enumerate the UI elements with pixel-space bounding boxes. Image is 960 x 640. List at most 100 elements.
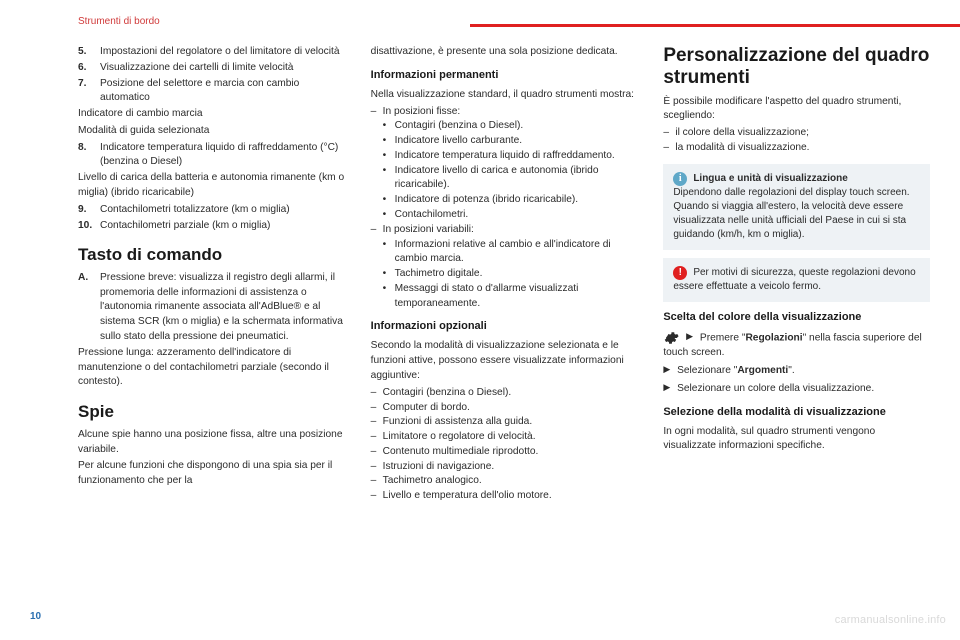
- dash-text: In posizioni fisse:: [383, 105, 638, 120]
- dash-text: Funzioni di assistenza alla guida.: [383, 415, 638, 430]
- step-line: ▶ Selezionare un colore della visualizza…: [663, 381, 930, 397]
- dot-item: •Tachimetro digitale.: [371, 267, 638, 282]
- heading-tasto: Tasto di comando: [78, 245, 345, 265]
- header-red-rule: [470, 24, 960, 27]
- list-item: 8. Indicatore temperatura liquido di raf…: [78, 141, 345, 171]
- dash-text: il colore della visualizzazione;: [675, 126, 930, 141]
- dash-item: –Contenuto multimediale riprodotto.: [371, 445, 638, 460]
- list-text: Posizione del selettore e marcia con cam…: [100, 77, 345, 107]
- dot-item: •Indicatore di potenza (ibrido ricaricab…: [371, 193, 638, 208]
- info-icon: i: [673, 172, 687, 186]
- list-subtext: Pressione lunga: azzeramento dell'indica…: [78, 346, 345, 390]
- body-text: Alcune spie hanno una posizione fissa, a…: [78, 428, 345, 458]
- body-text: disattivazione, è presente una sola posi…: [371, 45, 638, 60]
- list-item: 5. Impostazioni del regolatore o del lim…: [78, 45, 345, 60]
- dash-item: –In posizioni fisse:: [371, 105, 638, 120]
- list-text: Contachilometri parziale (km o miglia): [100, 219, 345, 234]
- dot-item: •Indicatore livello carburante.: [371, 134, 638, 149]
- step-text: Selezionare ": [677, 365, 737, 376]
- triangle-icon: ▶: [663, 363, 670, 376]
- info-box-line: Quando si viaggia all'estero, la velocit…: [673, 201, 906, 240]
- heading-perm: Informazioni permanenti: [371, 68, 638, 84]
- step-bold: Argomenti: [737, 365, 788, 376]
- list-subtext: Modalità di guida selezionata: [78, 124, 345, 139]
- dash-item: –Computer di bordo.: [371, 401, 638, 416]
- list-num: A.: [78, 271, 100, 345]
- dot-item: •Indicatore livello di carica e autonomi…: [371, 164, 638, 194]
- dash-item: –Tachimetro analogico.: [371, 474, 638, 489]
- dash-text: Computer di bordo.: [383, 401, 638, 416]
- dot-text: Indicatore livello di carica e autonomia…: [395, 164, 638, 194]
- list-subtext: Indicatore di cambio marcia: [78, 107, 345, 122]
- step-text: ".: [788, 365, 794, 376]
- list-num: 7.: [78, 77, 100, 107]
- dot-item: •Indicatore temperatura liquido di raffr…: [371, 149, 638, 164]
- heading-pers: Personalizzazione del quadro strumenti: [663, 45, 930, 89]
- dot-text: Tachimetro digitale.: [395, 267, 638, 282]
- dash-item: –Contagiri (benzina o Diesel).: [371, 386, 638, 401]
- heading-spie: Spie: [78, 402, 345, 422]
- dot-text: Indicatore temperatura liquido di raffre…: [395, 149, 638, 164]
- dash-item: –Funzioni di assistenza alla guida.: [371, 415, 638, 430]
- list-item: 7. Posizione del selettore e marcia con …: [78, 77, 345, 107]
- step-text: Selezionare un colore della visualizzazi…: [677, 383, 874, 394]
- dash-text: Contenuto multimediale riprodotto.: [383, 445, 638, 460]
- dash-text: Contagiri (benzina o Diesel).: [383, 386, 638, 401]
- dash-item: –Istruzioni di navigazione.: [371, 460, 638, 475]
- step-line: ▶ Premere "Regolazioni" nella fascia sup…: [663, 330, 930, 361]
- step-line: ▶ Selezionare "Argomenti".: [663, 363, 930, 379]
- list-subtext: Livello di carica della batteria e auton…: [78, 171, 345, 201]
- dot-text: Contagiri (benzina o Diesel).: [395, 119, 638, 134]
- list-text: Visualizzazione dei cartelli di limite v…: [100, 61, 345, 76]
- info-box-language: i Lingua e unità di visualizzazione Dipe…: [663, 164, 930, 250]
- warning-box-safety: ! Per motivi di sicurezza, queste regola…: [663, 258, 930, 302]
- dot-text: Informazioni relative al cambio e all'in…: [395, 238, 638, 268]
- body-text: Per alcune funzioni che dispongono di un…: [78, 459, 345, 489]
- dash-item: –il colore della visualizzazione;: [663, 126, 930, 141]
- list-item: 9. Contachilometri totalizzatore (km o m…: [78, 203, 345, 218]
- list-text: Contachilometri totalizzatore (km o migl…: [100, 203, 345, 218]
- warning-box-text: Per motivi di sicurezza, queste regolazi…: [673, 267, 915, 292]
- body-text: In ogni modalità, sul quadro strumenti v…: [663, 425, 930, 455]
- list-text: Impostazioni del regolatore o del limita…: [100, 45, 345, 60]
- dash-text: Livello e temperatura dell'olio motore.: [383, 489, 638, 504]
- list-num: 9.: [78, 203, 100, 218]
- dash-text: In posizioni variabili:: [383, 223, 638, 238]
- page-number: 10: [30, 611, 41, 622]
- heading-opt: Informazioni opzionali: [371, 319, 638, 335]
- watermark: carmanualsonline.info: [835, 614, 946, 626]
- list-item: 6. Visualizzazione dei cartelli di limit…: [78, 61, 345, 76]
- dash-text: Limitatore o regolatore di velocità.: [383, 430, 638, 445]
- dash-text: Tachimetro analogico.: [383, 474, 638, 489]
- page-header: Strumenti di bordo: [0, 16, 960, 34]
- dot-text: Messaggi di stato o d'allarme visualizza…: [395, 282, 638, 312]
- page-body: 5. Impostazioni del regolatore o del lim…: [78, 45, 930, 610]
- dot-text: Indicatore livello carburante.: [395, 134, 638, 149]
- dash-item: –Livello e temperatura dell'olio motore.: [371, 489, 638, 504]
- step-bold: Regolazioni: [745, 332, 802, 343]
- triangle-icon: ▶: [686, 330, 693, 343]
- dot-item: •Contagiri (benzina o Diesel).: [371, 119, 638, 134]
- dash-text: Istruzioni di navigazione.: [383, 460, 638, 475]
- warning-icon: !: [673, 266, 687, 280]
- triangle-icon: ▶: [663, 381, 670, 394]
- info-box-line: Dipendono dalle regolazioni del display …: [673, 187, 909, 198]
- dot-item: •Contachilometri.: [371, 208, 638, 223]
- body-text: Secondo la modalità di visualizzazione s…: [371, 339, 638, 383]
- dot-text: Contachilometri.: [395, 208, 638, 223]
- step-text: Premere ": [700, 332, 746, 343]
- gear-icon: [663, 330, 679, 346]
- body-text: Nella visualizzazione standard, il quadr…: [371, 88, 638, 103]
- list-text: Indicatore temperatura liquido di raffre…: [100, 141, 345, 171]
- dot-text: Indicatore di potenza (ibrido ricaricabi…: [395, 193, 638, 208]
- list-num: 5.: [78, 45, 100, 60]
- list-item: 10. Contachilometri parziale (km o migli…: [78, 219, 345, 234]
- list-text: Pressione breve: visualizza il registro …: [100, 271, 345, 345]
- header-section-title: Strumenti di bordo: [78, 16, 160, 27]
- heading-mode: Selezione della modalità di visualizzazi…: [663, 405, 930, 421]
- dash-item: –In posizioni variabili:: [371, 223, 638, 238]
- body-text: È possibile modificare l'aspetto del qua…: [663, 95, 930, 125]
- list-num: 6.: [78, 61, 100, 76]
- dash-item: –la modalità di visualizzazione.: [663, 141, 930, 156]
- list-item: A. Pressione breve: visualizza il regist…: [78, 271, 345, 345]
